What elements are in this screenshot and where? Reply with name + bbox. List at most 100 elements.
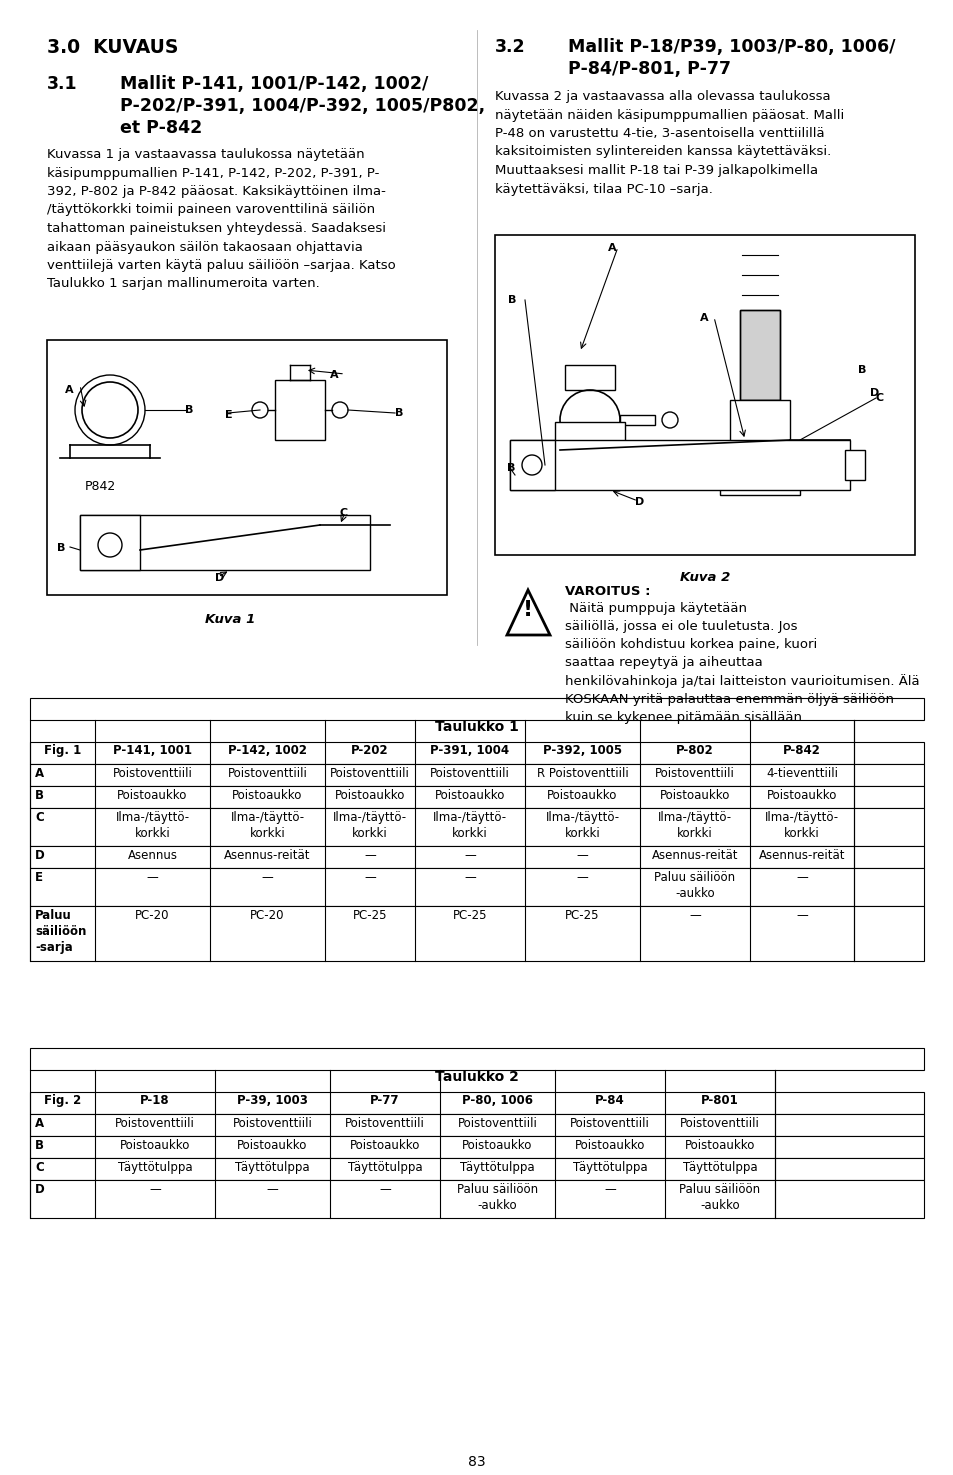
Text: 83: 83 [468,1454,485,1469]
Text: Poistoventtiili: Poistoventtiili [430,767,510,780]
FancyBboxPatch shape [510,440,555,490]
Text: B: B [506,463,515,473]
Text: P842: P842 [84,479,115,493]
FancyBboxPatch shape [80,515,140,569]
FancyBboxPatch shape [30,808,923,847]
Text: B: B [185,406,193,414]
Text: Poistoaukko: Poistoaukko [435,789,505,802]
Text: Asennus-reität: Asennus-reität [758,850,844,861]
Text: Poistoaukko: Poistoaukko [335,789,405,802]
Text: Poistoaukko: Poistoaukko [120,1139,190,1152]
Text: C: C [35,811,44,825]
Text: Täyttötulppa: Täyttötulppa [117,1161,193,1174]
Text: Poistoaukko: Poistoaukko [462,1139,532,1152]
Text: P-801: P-801 [700,1094,739,1108]
Text: PC-20: PC-20 [135,909,170,922]
FancyBboxPatch shape [30,1092,923,1114]
Text: Ilma-/täyttö-
korkki: Ilma-/täyttö- korkki [658,811,731,839]
FancyBboxPatch shape [844,450,864,479]
Text: et P-842: et P-842 [120,119,202,137]
FancyBboxPatch shape [30,1049,923,1069]
Text: Ilma-/täyttö-
korkki: Ilma-/täyttö- korkki [231,811,304,839]
Text: Ilma-/täyttö-
korkki: Ilma-/täyttö- korkki [764,811,839,839]
Text: Fig. 2: Fig. 2 [44,1094,81,1108]
Text: —: — [576,850,588,861]
FancyBboxPatch shape [709,460,729,475]
Text: P-202/P-391, 1004/P-392, 1005/P802,: P-202/P-391, 1004/P-392, 1005/P802, [120,97,485,115]
Text: B: B [35,789,44,802]
Text: Poistoventtiili: Poistoventtiili [345,1117,424,1130]
FancyBboxPatch shape [495,235,914,555]
Text: C: C [875,392,883,403]
Text: Poistoaukko: Poistoaukko [233,789,302,802]
Text: VAROITUS :: VAROITUS : [564,586,650,597]
Text: Näitä pumppuja käytetään
säiliöllä, jossa ei ole tuuletusta. Jos
säiliöön kohdis: Näitä pumppuja käytetään säiliöllä, joss… [564,602,919,724]
Text: —: — [688,909,700,922]
Text: B: B [395,409,403,417]
FancyBboxPatch shape [30,1158,923,1180]
Text: B: B [35,1139,44,1152]
Text: Kuva 1: Kuva 1 [205,614,254,625]
Text: Asennus-reität: Asennus-reität [651,850,738,861]
Text: Poistoaukko: Poistoaukko [575,1139,644,1152]
Text: PC-20: PC-20 [250,909,284,922]
FancyBboxPatch shape [80,515,370,569]
Text: Mallit P-141, 1001/P-142, 1002/: Mallit P-141, 1001/P-142, 1002/ [120,75,428,93]
Text: Ilma-/täyttö-
korkki: Ilma-/täyttö- korkki [333,811,407,839]
Text: D: D [635,497,643,507]
Text: Paluu säiliöön
-aukko: Paluu säiliöön -aukko [654,872,735,900]
Text: P-802: P-802 [676,743,713,757]
Text: Kuva 2: Kuva 2 [679,571,729,584]
Text: A: A [65,385,73,395]
FancyBboxPatch shape [30,1114,923,1136]
Text: —: — [464,872,476,884]
FancyBboxPatch shape [544,450,635,478]
Text: R Poistoventtiili: R Poistoventtiili [536,767,628,780]
Text: Asennus: Asennus [128,850,177,861]
FancyBboxPatch shape [564,364,615,389]
Text: PC-25: PC-25 [353,909,387,922]
Text: —: — [378,1183,391,1196]
Text: Poistoventtiili: Poistoventtiili [115,1117,194,1130]
Text: 3.0  KUVAUS: 3.0 KUVAUS [47,38,178,58]
Text: Kuvassa 1 ja vastaavassa taulukossa näytetään
käsipumppumallien P-141, P-142, P-: Kuvassa 1 ja vastaavassa taulukossa näyt… [47,148,395,291]
Text: —: — [149,1183,161,1196]
Text: Mallit P-18/P39, 1003/P-80, 1006/: Mallit P-18/P39, 1003/P-80, 1006/ [567,38,895,56]
Text: P-84: P-84 [595,1094,624,1108]
Text: Poistoventtiili: Poistoventtiili [112,767,193,780]
FancyBboxPatch shape [740,310,780,400]
Text: Fig. 1: Fig. 1 [44,743,81,757]
Text: Poistoaukko: Poistoaukko [766,789,837,802]
Text: 3.1: 3.1 [47,75,77,93]
FancyBboxPatch shape [30,764,923,786]
Text: D: D [35,1183,45,1196]
FancyBboxPatch shape [729,400,789,471]
Text: P-77: P-77 [370,1094,399,1108]
FancyBboxPatch shape [619,414,655,425]
Text: —: — [261,872,274,884]
FancyBboxPatch shape [30,742,923,764]
Text: Kuvassa 2 ja vastaavassa alla olevassa taulukossa
näytetään näiden käsipumppumal: Kuvassa 2 ja vastaavassa alla olevassa t… [495,90,843,196]
Text: D: D [35,850,45,861]
Text: A: A [330,370,338,381]
FancyBboxPatch shape [30,1180,923,1218]
Text: —: — [464,850,476,861]
FancyBboxPatch shape [510,440,849,490]
Text: Poistoaukko: Poistoaukko [547,789,617,802]
Text: E: E [35,872,43,884]
Text: 3.2: 3.2 [495,38,525,56]
Text: P-18: P-18 [140,1094,170,1108]
Text: P-39, 1003: P-39, 1003 [236,1094,308,1108]
Text: Taulukko 1: Taulukko 1 [435,720,518,735]
Text: B: B [857,364,865,375]
Text: —: — [796,909,807,922]
Text: Poistoaukko: Poistoaukko [350,1139,419,1152]
Text: Poistoventtiili: Poistoventtiili [228,767,307,780]
Text: Poistoventtiili: Poistoventtiili [457,1117,537,1130]
FancyBboxPatch shape [274,381,325,440]
Text: A: A [700,313,708,323]
Text: A: A [35,767,44,780]
FancyBboxPatch shape [30,847,923,867]
Text: Poistoaukko: Poistoaukko [237,1139,308,1152]
Text: P-80, 1006: P-80, 1006 [461,1094,533,1108]
